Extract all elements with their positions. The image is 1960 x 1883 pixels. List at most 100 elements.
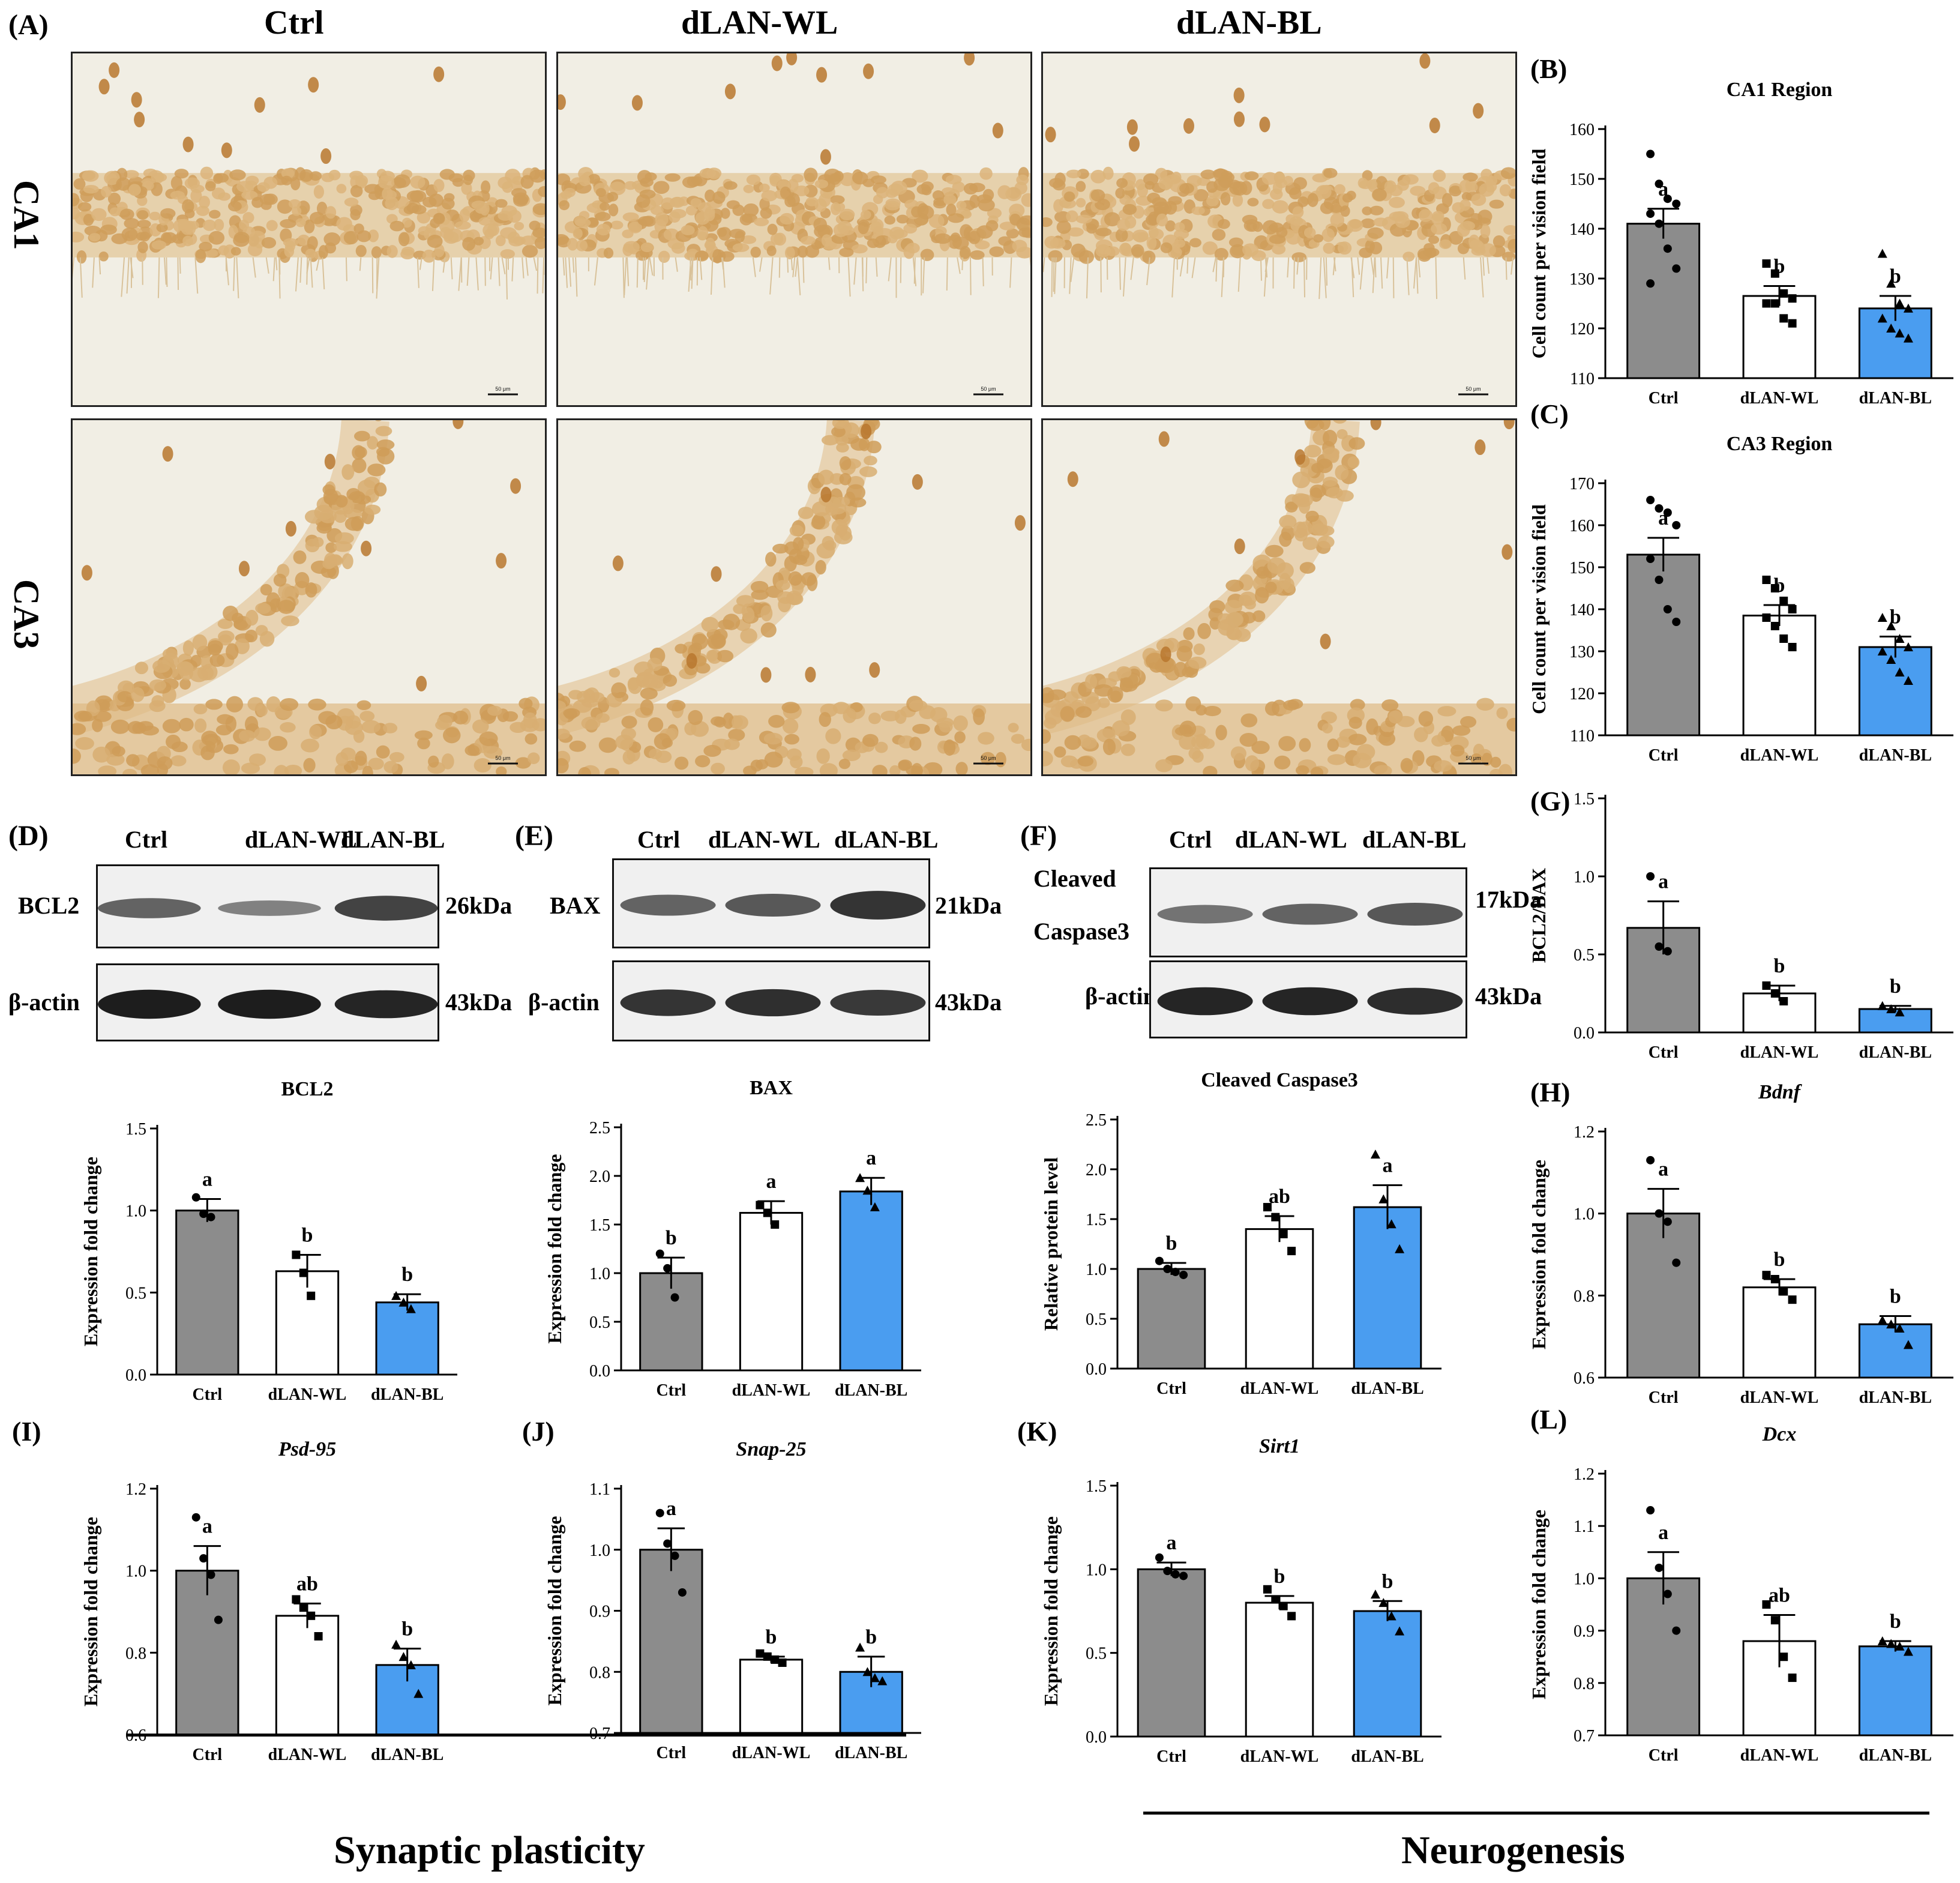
data-point <box>1788 1295 1797 1304</box>
data-point <box>1663 1589 1672 1598</box>
data-point <box>1279 1229 1288 1238</box>
x-tick-label: dLAN-BL <box>371 1746 443 1764</box>
chart-e: BAX 0.0 0.5 1.0 1.5 2.0 2.5 Expression fold cha… <box>544 1077 921 1400</box>
data-point <box>1903 303 1913 313</box>
data-point <box>655 1508 664 1517</box>
chart-title: Snap-25 <box>736 1438 806 1460</box>
sig-letter: b <box>1774 1249 1785 1271</box>
y-tick-label: 1.5 <box>1086 1477 1107 1496</box>
data-point <box>1779 634 1788 643</box>
wb-d1-band-0 <box>98 898 201 918</box>
y-tick-label: 140 <box>1569 601 1595 619</box>
y-tick-label: 1.5 <box>1574 790 1595 809</box>
x-tick-label: dLAN-WL <box>1240 1379 1319 1398</box>
data-point <box>292 1595 301 1604</box>
data-point <box>1762 259 1771 268</box>
wb-e2-band-0 <box>620 989 716 1016</box>
data-point <box>1378 1194 1389 1204</box>
wb-d1-band-2 <box>334 896 437 921</box>
data-point <box>1646 872 1655 881</box>
chart-title: Cleaved Caspase3 <box>1201 1069 1358 1091</box>
x-tick-label: dLAN-BL <box>1351 1379 1423 1398</box>
blot-e-band1-kda: 21kDa <box>935 892 1002 919</box>
sig-letter: a <box>866 1147 876 1169</box>
data-point <box>1370 1589 1380 1599</box>
bar-2 <box>1858 646 1932 737</box>
blot-e-lane-bl: dLAN-BL <box>834 826 939 853</box>
y-axis-label: Expression fold change <box>544 1516 565 1706</box>
sig-letter: b <box>1890 1286 1901 1308</box>
y-tick-label: 130 <box>1569 270 1595 289</box>
scale-bar-label: 50 μm <box>495 755 510 761</box>
y-tick-label: 1.0 <box>1086 1261 1107 1279</box>
y-tick-label: 160 <box>1569 121 1595 139</box>
chart-title: CA1 Region <box>1727 79 1833 101</box>
bar-2 <box>1858 1323 1932 1379</box>
blot-d-lane-ctrl: Ctrl <box>125 826 168 853</box>
col-head-wl: dLAN-WL <box>681 4 838 41</box>
data-point <box>1886 621 1896 630</box>
data-point <box>191 1513 200 1522</box>
data-point <box>1779 1653 1788 1662</box>
x-tick-label: dLAN-BL <box>371 1385 443 1404</box>
data-point <box>1171 1570 1180 1579</box>
data-point <box>1287 1247 1296 1256</box>
data-point <box>1877 249 1887 258</box>
sig-letter: ab <box>1769 1584 1790 1606</box>
data-point <box>1655 219 1664 228</box>
bar-2 <box>375 1301 439 1376</box>
sig-letter: b <box>302 1224 313 1246</box>
bar-0 <box>1626 223 1701 379</box>
wb-e2-band-1 <box>725 989 821 1017</box>
wb-d2-band-1 <box>218 989 321 1019</box>
data-point <box>1779 314 1788 323</box>
sig-letter: a <box>1167 1532 1177 1554</box>
data-point <box>1788 605 1797 613</box>
data-point <box>1646 1155 1655 1164</box>
sig-letter: b <box>666 1227 677 1249</box>
data-point <box>1903 642 1913 651</box>
y-tick-label: 110 <box>1570 370 1595 388</box>
data-point <box>1903 1340 1913 1349</box>
data-point <box>1886 1639 1896 1648</box>
y-tick-label: 1.0 <box>1574 868 1595 887</box>
y-tick-label: 2.0 <box>1086 1161 1107 1180</box>
chart-title: BCL2 <box>281 1078 334 1100</box>
data-point <box>1788 643 1797 651</box>
data-point <box>191 1193 200 1202</box>
x-tick-label: dLAN-BL <box>1859 389 1932 408</box>
data-point <box>1886 1319 1896 1329</box>
data-point <box>1770 269 1779 278</box>
data-point <box>299 1603 308 1612</box>
x-tick-label: dLAN-WL <box>268 1385 347 1404</box>
data-point <box>1877 1636 1887 1646</box>
sig-letter: ab <box>1269 1186 1290 1208</box>
data-point <box>1762 299 1771 308</box>
panel-letter-g: (G) <box>1530 786 1570 816</box>
y-tick-label: 150 <box>1569 559 1595 577</box>
x-tick-label: Ctrl <box>1649 1388 1679 1407</box>
y-tick-label: 1.0 <box>1574 1570 1595 1588</box>
y-tick-label: 1.0 <box>125 1562 146 1581</box>
y-tick-label: 120 <box>1569 685 1595 703</box>
bar-1 <box>1742 1640 1817 1737</box>
y-axis-label: Expression fold change <box>544 1154 565 1344</box>
sig-letter: b <box>1166 1232 1177 1255</box>
data-point <box>1646 149 1655 158</box>
y-axis-label: Expression fold change <box>1528 1510 1550 1699</box>
data-point <box>1877 613 1887 622</box>
data-point <box>1395 1626 1405 1636</box>
data-point <box>1646 1506 1655 1515</box>
y-tick-label: 120 <box>1569 320 1595 339</box>
data-point <box>1271 1595 1280 1604</box>
blot-f-band2-kda: 43kDa <box>1475 983 1542 1010</box>
data-point <box>1788 294 1797 303</box>
wb-d1-band-1 <box>218 900 321 916</box>
x-tick-label: dLAN-BL <box>835 1744 907 1762</box>
bar-0 <box>1626 553 1701 737</box>
sig-letter: b <box>1382 1570 1393 1592</box>
data-point <box>1877 1315 1887 1325</box>
sig-letter: a <box>202 1169 212 1191</box>
data-point <box>1788 319 1797 328</box>
y-tick-label: 1.0 <box>589 1265 610 1283</box>
